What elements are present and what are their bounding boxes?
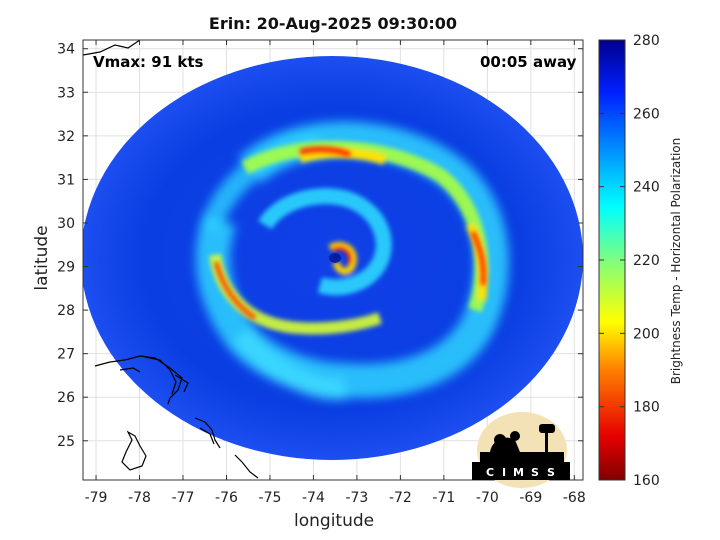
logo-letter-s2: S [547, 466, 555, 479]
y-axis-ticks: 25 26 27 28 29 30 31 32 33 34 [57, 42, 583, 450]
y-tick-label: 34 [57, 42, 75, 58]
logo-letter-c: C [486, 466, 494, 479]
y-tick-label: 29 [57, 260, 75, 276]
colorbar-tick-label: 160 [633, 473, 660, 489]
vmax-label: Vmax: 91 kts [93, 53, 204, 71]
colorbar-tick-label: 260 [633, 106, 660, 122]
x-tick-label: -79 [85, 490, 108, 506]
colorbar-ticks: 160 180 200 220 240 260 280 [599, 33, 660, 489]
away-label: 00:05 away [480, 53, 577, 71]
axes-frame [82, 39, 584, 481]
y-axis-label: latitude [32, 225, 52, 291]
x-tick-label: -74 [302, 490, 325, 506]
x-tick-label: -78 [128, 490, 151, 506]
y-tick-label: 26 [57, 390, 75, 406]
eye [329, 253, 341, 263]
rainband-warm [213, 146, 486, 321]
y-tick-label: 30 [57, 216, 75, 232]
colorbar-tick-label: 240 [633, 180, 660, 196]
y-tick-label: 28 [57, 303, 75, 319]
x-tick-label: -77 [172, 490, 195, 506]
y-tick-label: 32 [57, 129, 75, 145]
cimss-logo: C I M S S [472, 412, 570, 488]
x-tick-label: -72 [389, 490, 412, 506]
colorbar-tick-label: 200 [633, 326, 660, 342]
colorbar-tick-label: 220 [633, 253, 660, 269]
x-tick-label: -75 [259, 490, 282, 506]
coastlines [83, 40, 259, 479]
chart-title: Erin: 20-Aug-2025 09:30:00 [208, 14, 458, 33]
x-tick-label: -71 [432, 490, 455, 506]
colorbar-tick-label: 180 [633, 400, 660, 416]
x-tick-label: -73 [345, 490, 368, 506]
y-tick-label: 33 [57, 85, 75, 101]
logo-letter-m: M [513, 466, 524, 479]
y-tick-label: 31 [57, 172, 75, 188]
logo-letter-s1: S [531, 466, 539, 479]
y-tick-label: 25 [57, 434, 75, 450]
x-tick-label: -69 [519, 490, 542, 506]
x-tick-label: -68 [563, 490, 586, 506]
x-axis-ticks: -79 -78 -77 -76 -75 -74 -73 -72 -71 -70 -69 -68 [85, 40, 586, 506]
x-tick-label: -70 [476, 490, 499, 506]
logo-letter-i: I [502, 466, 506, 479]
x-axis-label: longitude [294, 511, 375, 531]
eyewall [258, 188, 392, 296]
x-tick-label: -76 [215, 490, 238, 506]
colorbar-tick-label: 280 [633, 33, 660, 49]
colorbar-label: Brightness Temp - Horizontal Polarizatio… [669, 137, 683, 385]
y-tick-label: 27 [57, 347, 75, 363]
